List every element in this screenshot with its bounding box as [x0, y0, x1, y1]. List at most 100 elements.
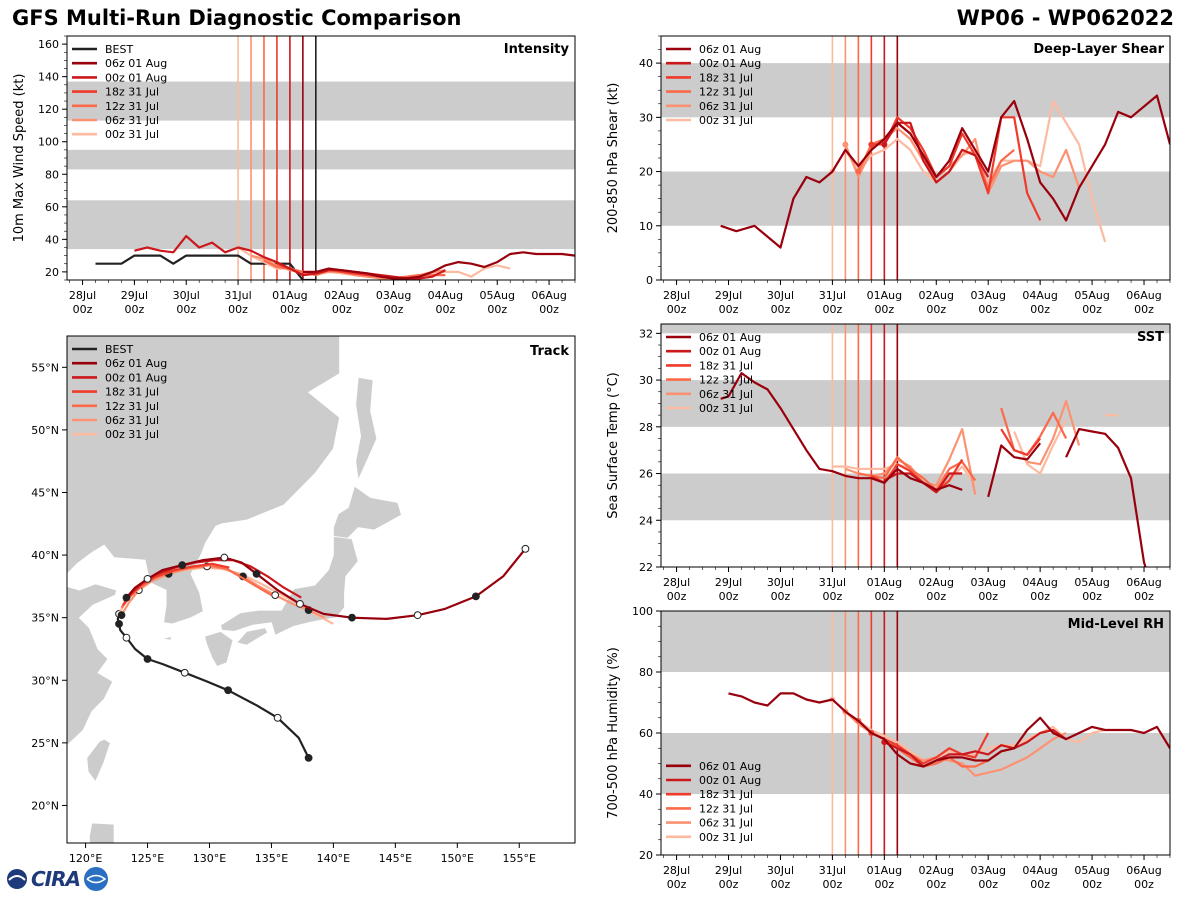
x-tick-label: 00z	[539, 303, 559, 316]
track-panel: 120°E 125°E 130°E 135°E 140°E 145°E 150°E 155°E…	[31, 335, 576, 865]
legend-label-06z-31-jul: 06z 31 Jul	[105, 414, 159, 427]
x-tick-label: 00z	[1082, 303, 1102, 316]
x-tick-label: 05Aug	[1074, 289, 1109, 302]
legend-label-00z-31-jul: 00z 31 Jul	[699, 114, 753, 127]
y-tick-label: 30°N	[31, 674, 59, 687]
jeju-landmass	[162, 635, 172, 641]
track-marker-06z-01-aug	[296, 599, 304, 608]
legend-label-06z-31-jul: 06z 31 Jul	[105, 114, 159, 127]
shaded-band	[661, 733, 1170, 794]
shear-panel: 01020304028Jul00z29Jul00z30Jul00z31Jul00…	[606, 35, 1171, 316]
x-tick-label: 05Aug	[1074, 864, 1109, 877]
legend-label-06z-31-jul: 06z 31 Jul	[699, 388, 753, 401]
x-tick-label: 00z	[719, 590, 739, 603]
luzon-landmass	[88, 822, 115, 843]
x-tick-label: 30Jul	[767, 864, 794, 877]
shaded-band	[661, 63, 1170, 118]
x-tick-label: 00z	[771, 590, 791, 603]
y-tick-label: 32	[639, 327, 653, 340]
track-marker-best	[304, 753, 313, 762]
x-tick-label: 02Aug	[919, 289, 954, 302]
series-line-06z-01-aug	[728, 692, 1170, 768]
x-tick-label: 00z	[176, 303, 196, 316]
x-tick-label: 00z	[719, 878, 739, 891]
plot-area	[661, 324, 1170, 567]
track-marker-06z-01-aug	[413, 611, 422, 620]
x-tick-label: 00z	[487, 303, 507, 316]
x-tick-label: 03Aug	[970, 576, 1005, 589]
legend-label-18z-31-jul: 18z 31 Jul	[105, 386, 159, 399]
legend-label-06z-01-aug: 06z 01 Aug	[105, 357, 167, 370]
legend-label-06z-01-aug: 06z 01 Aug	[105, 57, 167, 70]
figure-title: GFS Multi-Run Diagnostic Comparison	[12, 6, 462, 30]
x-tick-label: 00z	[1030, 878, 1050, 891]
storm-id: WP06 - WP062022	[956, 6, 1174, 30]
x-tick-label: 00z	[1134, 878, 1154, 891]
track-marker-best	[122, 633, 131, 642]
y-tick-label: 50°N	[31, 424, 59, 437]
x-tick-label: 02Aug	[919, 864, 954, 877]
legend-label-00z-01-aug: 00z 01 Aug	[105, 71, 167, 84]
legend-label-06z-01-aug: 06z 01 Aug	[699, 43, 761, 56]
x-tick-label: 00z	[1082, 590, 1102, 603]
y-tick-label: 20	[45, 266, 59, 279]
series-line-06z-01-aug	[720, 372, 1147, 567]
y-axis-label: 700-500 hPa Humidity (%)	[606, 647, 621, 819]
x-tick-label: 28Jul	[69, 289, 96, 302]
y-tick-label: 22	[639, 561, 653, 574]
shaded-band	[661, 611, 1170, 672]
x-tick-label: 01Aug	[867, 864, 902, 877]
x-tick-label: 03Aug	[970, 864, 1005, 877]
x-tick-label: 05Aug	[1074, 576, 1109, 589]
shaded-band	[67, 149, 575, 170]
x-tick-label: 00z	[667, 878, 687, 891]
x-tick-label: 06Aug	[1126, 864, 1161, 877]
track-marker-06z-01-aug	[348, 613, 356, 622]
x-tick-label: 29Jul	[121, 289, 148, 302]
shaded-band	[661, 171, 1170, 226]
x-tick-label: 01Aug	[272, 289, 307, 302]
panel-title: SST	[1137, 330, 1164, 345]
track-marker-06z-31-jul	[117, 611, 126, 620]
x-tick-label: 06Aug	[1126, 576, 1161, 589]
y-tick-label: 24	[639, 514, 653, 527]
y-tick-label: 80	[639, 666, 653, 679]
y-tick-label: 20°N	[31, 799, 59, 812]
series-start-marker-06z-31-jul	[842, 141, 849, 148]
series-start-marker-18z-31-jul	[868, 141, 875, 148]
track-marker-best	[115, 620, 123, 628]
x-tick-label: 00z	[1082, 878, 1102, 891]
x-tick-label: 00z	[926, 590, 946, 603]
y-tick-label: 40	[45, 233, 59, 246]
legend-label-12z-31-jul: 12z 31 Jul	[699, 374, 753, 387]
shikoku-landmass	[235, 627, 269, 646]
x-tick-label: 00z	[874, 590, 894, 603]
x-tick-label: 145°E	[379, 852, 412, 865]
x-tick-label: 30Jul	[173, 289, 200, 302]
x-tick-label: 00z	[926, 878, 946, 891]
x-tick-label: 06Aug	[531, 289, 566, 302]
x-tick-label: 29Jul	[715, 289, 742, 302]
x-tick-label: 00z	[823, 590, 843, 603]
x-tick-label: 00z	[73, 303, 93, 316]
panel-title: Intensity	[504, 42, 570, 57]
track-marker-best	[180, 668, 189, 677]
y-tick-label: 20	[639, 166, 653, 179]
y-tick-label: 25°N	[31, 737, 59, 750]
y-tick-label: 20	[639, 849, 653, 862]
x-tick-label: 01Aug	[867, 576, 902, 589]
x-tick-label: 00z	[771, 878, 791, 891]
x-tick-label: 00z	[771, 303, 791, 316]
x-tick-label: 04Aug	[1022, 864, 1057, 877]
plot-area	[661, 611, 1170, 855]
axes-frame	[660, 323, 1171, 568]
x-tick-label: 120°E	[69, 852, 102, 865]
track-marker-06z-01-aug	[220, 553, 229, 562]
legend-label-00z-01-aug: 00z 01 Aug	[105, 371, 167, 384]
legend-label-18z-31-jul: 18z 31 Jul	[699, 788, 753, 801]
y-tick-label: 40	[639, 57, 653, 70]
mainland-landmass	[67, 336, 341, 746]
x-tick-label: 00z	[926, 303, 946, 316]
legend-label-06z-01-aug: 06z 01 Aug	[699, 760, 761, 773]
